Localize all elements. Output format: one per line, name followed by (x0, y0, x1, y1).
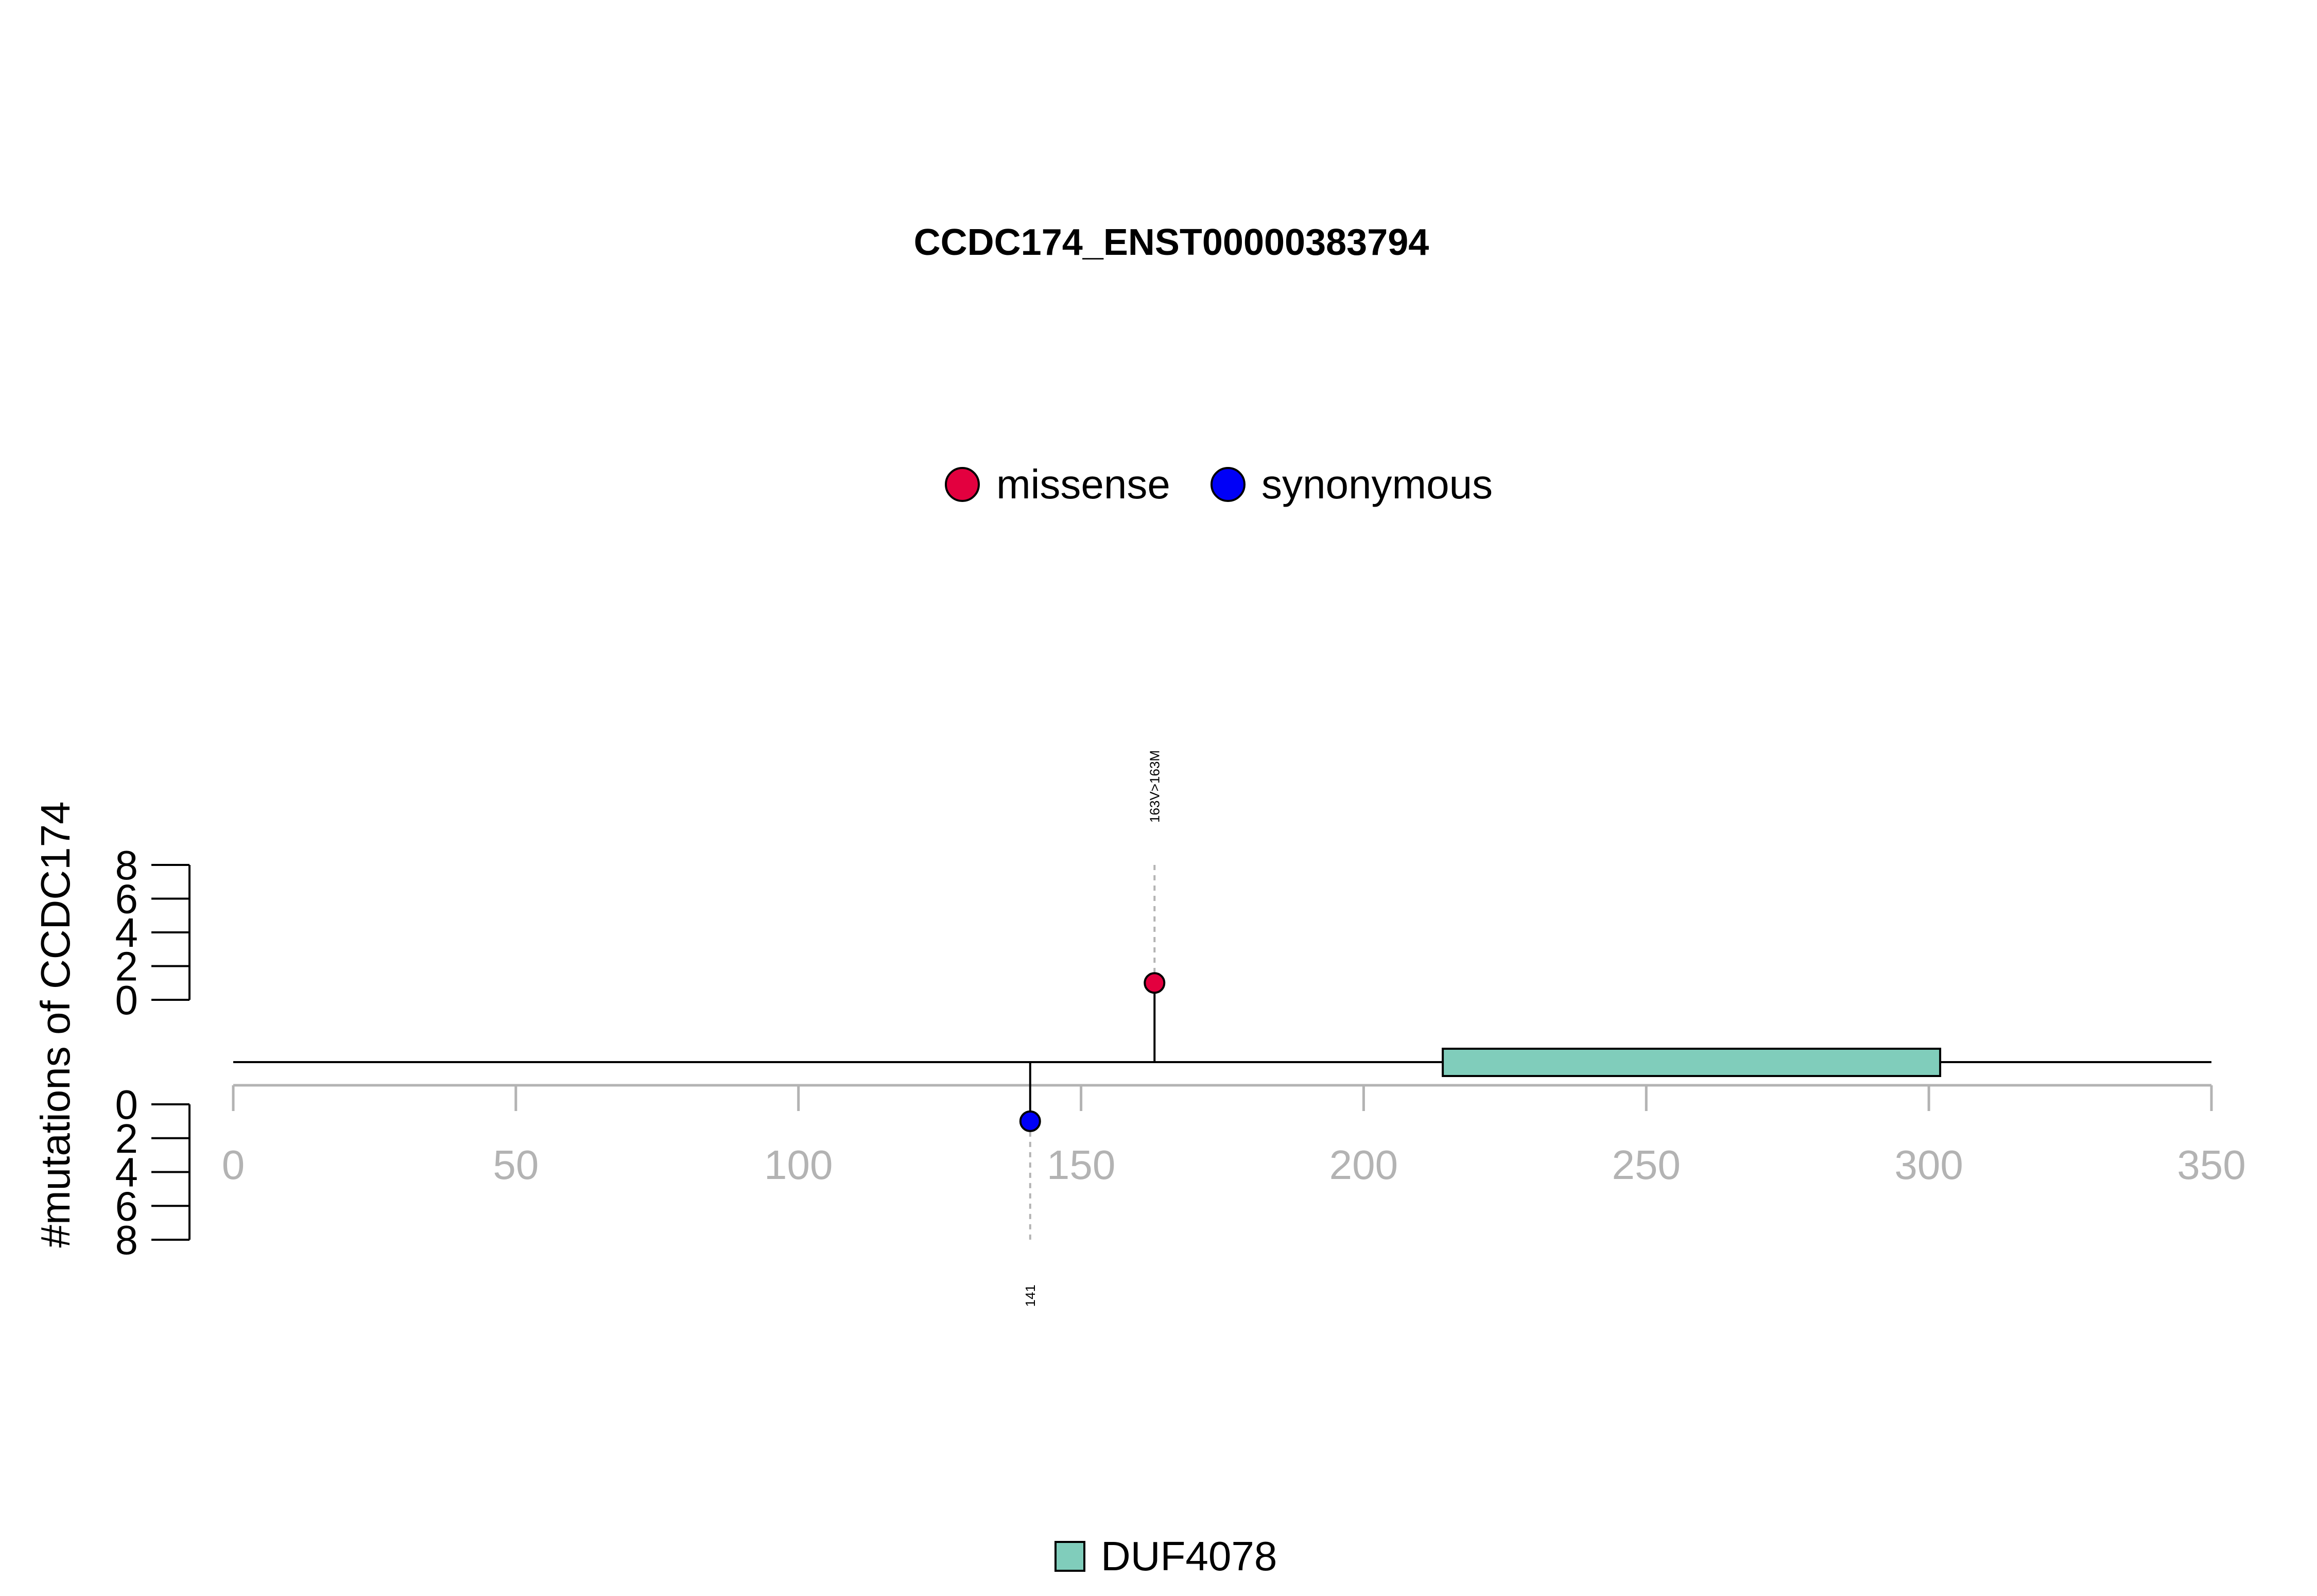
lower-y-tick-label: 4 (115, 1150, 139, 1195)
x-tick-label: 200 (1329, 1142, 1398, 1188)
legend-missense-label: missense (996, 461, 1170, 507)
lower-y-tick-label: 0 (115, 1082, 139, 1127)
mutation-legend: missense synonymous (945, 461, 1493, 507)
x-tick-label: 0 (222, 1142, 245, 1188)
chart-title: CCDC174_ENST00000383794 (914, 222, 1429, 263)
x-axis: 0 50 100 150 200 250 300 350 (222, 1084, 2246, 1188)
lower-y-tick-label: 8 (115, 1217, 139, 1263)
domain-layer (1442, 1048, 1942, 1077)
upper-y-tick-label: 2 (115, 944, 139, 990)
legend-missense-marker (945, 467, 980, 502)
y-axis-label: #mutations of CCDC174 (32, 801, 78, 1247)
upper-y-tick-label: 8 (115, 842, 139, 888)
domain-legend: DUF4078 (1054, 1533, 1277, 1579)
mutation-synonymous-point (1019, 1110, 1041, 1132)
mutation-missense-point (1144, 972, 1166, 994)
legend-synonymous-marker (1211, 467, 1246, 502)
upper-y-tick-label: 0 (115, 977, 139, 1023)
lower-y-tick-label: 6 (115, 1183, 139, 1229)
x-tick-label: 150 (1047, 1142, 1115, 1188)
lower-y-tick-label: 2 (115, 1116, 139, 1161)
x-tick-label: 250 (1612, 1142, 1681, 1188)
upper-y-tick-label: 4 (115, 910, 139, 956)
x-tick-label: 50 (493, 1142, 539, 1188)
mutation-layer: 163V>163M 141 (1019, 750, 1166, 1307)
x-tick-label: 300 (1894, 1142, 1963, 1188)
domain-DUF4078 (1442, 1048, 1942, 1077)
legend-domain-DUF4078-swatch (1054, 1541, 1085, 1572)
legend-synonymous-label: synonymous (1261, 461, 1493, 507)
legend-domain-DUF4078-label: DUF4078 (1101, 1533, 1277, 1579)
x-tick-label: 350 (2177, 1142, 2245, 1188)
mutation-label: 163V>163M (1147, 750, 1162, 823)
upper-y-tick-label: 6 (115, 876, 139, 922)
mutation-label: 141 (1023, 1285, 1038, 1307)
x-tick-label: 100 (764, 1142, 833, 1188)
